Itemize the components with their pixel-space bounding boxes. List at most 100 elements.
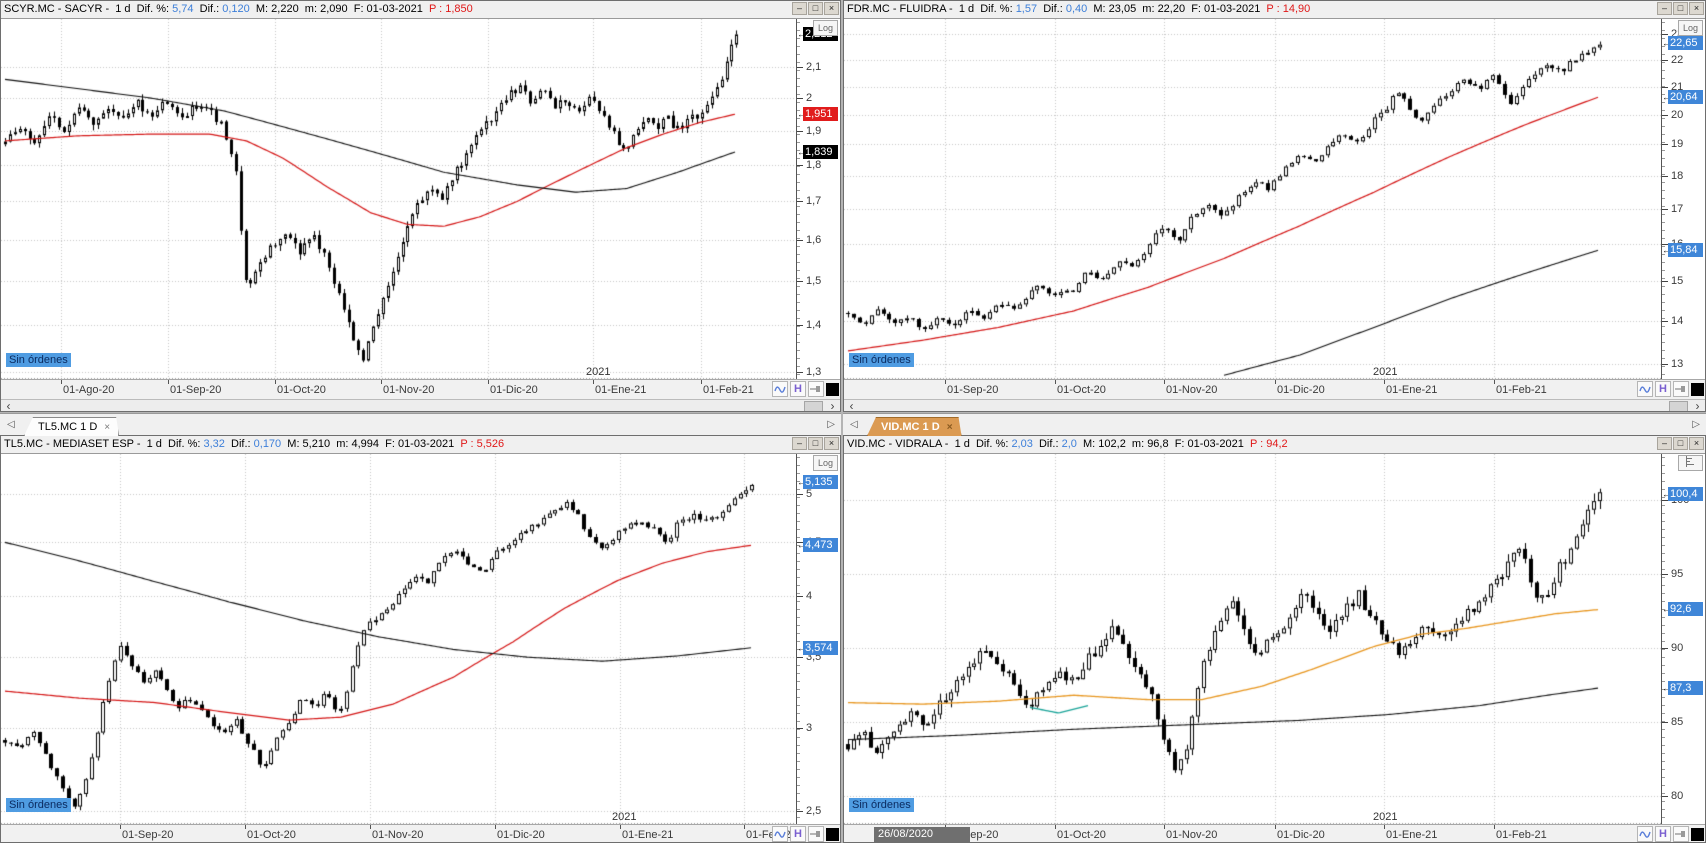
black-square-button[interactable] [826,382,839,396]
h-icon-button[interactable]: H [790,826,806,842]
minimize-button[interactable]: – [792,437,807,450]
axis-tick-label: 2,1 [806,61,822,74]
tab-close-icon[interactable]: × [104,422,111,433]
pin-icon [1675,386,1685,392]
axis-tick [1662,144,1668,146]
black-square-button[interactable] [826,827,839,841]
axis-minor-tick [1662,302,1665,303]
tab-tl5mc-1d[interactable]: TL5.MC 1 D × [24,417,119,436]
restore-button[interactable]: □ [1673,437,1688,450]
horizontal-scrollbar[interactable]: ‹ › [1,399,840,412]
price-chart-canvas[interactable] [1,454,796,824]
axis-minor-tick [1662,769,1665,770]
price-axis[interactable]: 10095908580←100,4←92,6←87,3 [1661,454,1705,824]
minimize-button[interactable]: – [792,2,807,15]
price-chart-canvas[interactable] [1,19,796,379]
price-chart-canvas[interactable] [844,19,1661,379]
axis-minor-tick [1662,497,1665,498]
axis-tick-label: 20 [1671,108,1684,121]
scrollbar-thumb[interactable] [804,401,823,411]
minimize-button[interactable]: – [1657,437,1672,450]
scroll-left-icon[interactable]: ‹ [849,399,854,412]
zigzag-icon-button[interactable] [1637,381,1653,397]
black-square-button[interactable] [1691,827,1704,841]
price-badge: 87,3 [1668,680,1703,695]
axis-minor-tick [1662,174,1665,175]
zigzag-icon-button[interactable] [772,826,788,842]
pin-icon-button[interactable] [808,381,824,397]
chart-window-vidrala: VID.MC - VIDRALA - 1 d Dif. %: 2,03 Dif.… [843,435,1706,843]
chart-area[interactable]: Sin órdenes202110095908580←100,4←92,6←87… [844,454,1705,824]
tab-scroll-right-icon[interactable]: ▷ [1692,419,1700,430]
black-square-button[interactable] [1691,382,1704,396]
tab-scroll-left-icon[interactable]: ◁ [850,419,858,430]
pin-icon-button[interactable] [808,826,824,842]
price-chart-canvas[interactable] [844,454,1661,824]
scale-mode-button[interactable] [1678,455,1703,471]
scale-mode-button[interactable]: Log [813,20,838,36]
tab-scroll-left-icon[interactable]: ◁ [7,419,15,430]
axis-minor-tick [797,30,800,31]
title-bar: TL5.MC - MEDIASET ESP - 1 d Dif. %: 3,32… [1,436,840,454]
scrollbar-thumb[interactable] [1669,401,1688,411]
title-segment: P : 1,850 [428,3,473,15]
axis-minor-tick [1662,294,1665,295]
axis-tick [1662,86,1668,88]
close-button[interactable]: × [824,2,839,15]
price-badge-arrow-icon: ← [797,540,806,551]
axis-minor-tick [797,737,800,738]
close-button[interactable]: × [1689,437,1704,450]
price-badge-arrow-icon: ← [797,477,806,488]
price-axis[interactable]: 2322212019181716151413←22,65←20,64←15,84… [1661,19,1705,379]
tab-vidmc-1d[interactable]: VID.MC 1 D × [867,417,962,436]
scale-mode-button[interactable]: Log [813,455,838,471]
h-icon-button[interactable]: H [1655,381,1671,397]
axis-tick-label: 1,8 [806,159,822,172]
x-axis-tick [701,380,702,384]
tab-label: VID.MC 1 D [881,421,940,433]
price-axis[interactable]: 2,121,91,81,71,61,51,41,3←2,212←1,951←1,… [796,19,840,379]
tab-close-icon[interactable]: × [946,422,953,433]
tab-scroll-right-icon[interactable]: ▷ [827,419,835,430]
pin-icon-button[interactable] [1673,826,1689,842]
axis-minor-tick [797,174,800,175]
horizontal-scrollbar[interactable]: ‹ › [844,399,1705,412]
axis-minor-tick [797,537,800,538]
x-axis-tick [1275,380,1276,384]
scale-mode-button[interactable]: Log [1678,20,1703,36]
pin-icon-button[interactable] [1673,381,1689,397]
axis-minor-tick [1662,457,1665,458]
axis-tick [1662,208,1668,210]
restore-button[interactable]: □ [808,2,823,15]
minimize-button[interactable]: – [1657,2,1672,15]
axis-minor-tick [797,318,800,319]
orders-badge: Sin órdenes [6,798,71,812]
chart-area[interactable]: Sin órdenes20212322212019181716151413←22… [844,19,1705,379]
x-axis-tick-label: 01-Ene-21 [1386,384,1438,396]
axis-minor-tick [1662,489,1665,490]
scroll-right-icon[interactable]: › [1695,399,1700,412]
h-icon-button[interactable]: H [1655,826,1671,842]
axis-toolbar: H [1637,381,1704,397]
orders-badge: Sin órdenes [6,353,71,367]
zigzag-icon-button[interactable] [1637,826,1653,842]
zigzag-icon-button[interactable] [772,381,788,397]
x-axis-tick [120,825,121,829]
scroll-left-icon[interactable]: ‹ [6,399,11,412]
h-icon-button[interactable]: H [790,381,806,397]
x-axis-tick [488,380,489,384]
title-segment: 3,32 [203,438,225,450]
restore-button[interactable]: □ [1673,2,1688,15]
close-button[interactable]: × [824,437,839,450]
scroll-right-icon[interactable]: › [830,399,835,412]
axis-minor-tick [1662,166,1665,167]
axis-minor-tick [797,246,800,247]
restore-button[interactable]: □ [808,437,823,450]
price-badge-arrow-icon: ← [797,108,806,119]
chart-area[interactable]: Sin órdenes 2021 2,1 2 1,9 1,8 1,7 1,6 1,5 1,4 1,3… [1,19,840,379]
zigzag-icon [1639,386,1651,393]
chart-area[interactable]: Sin órdenes202154,543,532,5←5,135←4,473←… [1,454,840,824]
close-button[interactable]: × [1689,2,1704,15]
axis-tick-label: 1,7 [806,195,822,208]
